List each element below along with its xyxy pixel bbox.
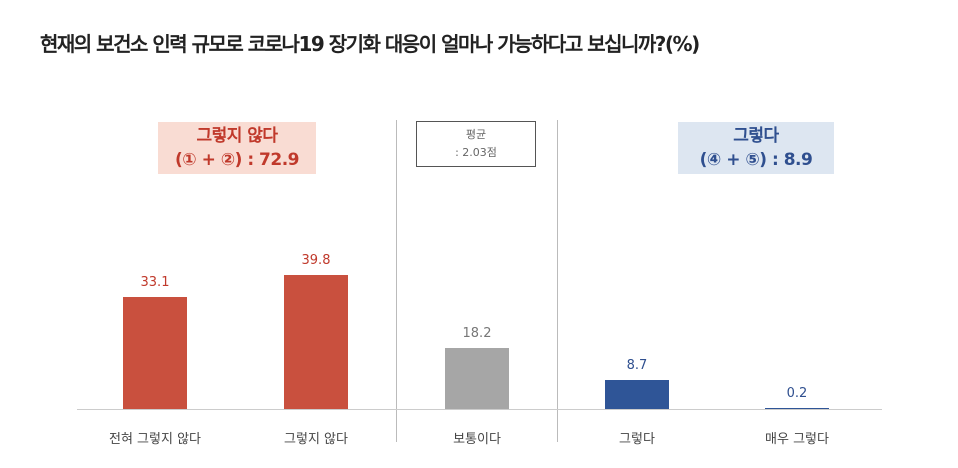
category-label-3: 그렇다: [619, 432, 655, 447]
value-label-4: 0.2: [786, 386, 808, 402]
positive-group-sum: (④ + ⑤) : 8.9: [699, 150, 813, 170]
average-box: 평균 : 2.03점: [416, 121, 536, 167]
x-axis: [77, 409, 882, 410]
bar-0: [123, 297, 187, 409]
positive-group-title: 그렇다: [733, 126, 779, 146]
divider-left: [396, 120, 397, 442]
value-label-2: 18.2: [462, 325, 492, 341]
value-label-1: 39.8: [301, 252, 331, 268]
category-label-4: 매우 그렇다: [765, 432, 829, 447]
category-label-0: 전혀 그렇지 않다: [109, 432, 201, 447]
negative-group-box: 그렇지 않다 (① + ②) : 72.9: [158, 122, 316, 174]
bar-4: [765, 408, 829, 409]
bar-2: [445, 347, 509, 409]
positive-group-box: 그렇다 (④ + ⑤) : 8.9: [678, 122, 834, 174]
average-value: : 2.03점: [455, 146, 497, 159]
average-title: 평균: [465, 128, 487, 141]
chart-title: 현재의 보건소 인력 규모로 코로나19 장기화 대응이 얼마나 가능하다고 보…: [40, 32, 700, 56]
negative-group-title: 그렇지 않다: [196, 126, 278, 146]
value-label-3: 8.7: [626, 357, 648, 373]
bar-1: [284, 274, 348, 409]
negative-group-sum: (① + ②) : 72.9: [175, 150, 300, 170]
divider-right: [557, 120, 558, 442]
bar-3: [605, 379, 669, 409]
category-label-2: 보통이다: [453, 432, 501, 447]
value-label-0: 33.1: [140, 275, 170, 291]
category-label-1: 그렇지 않다: [284, 432, 348, 447]
